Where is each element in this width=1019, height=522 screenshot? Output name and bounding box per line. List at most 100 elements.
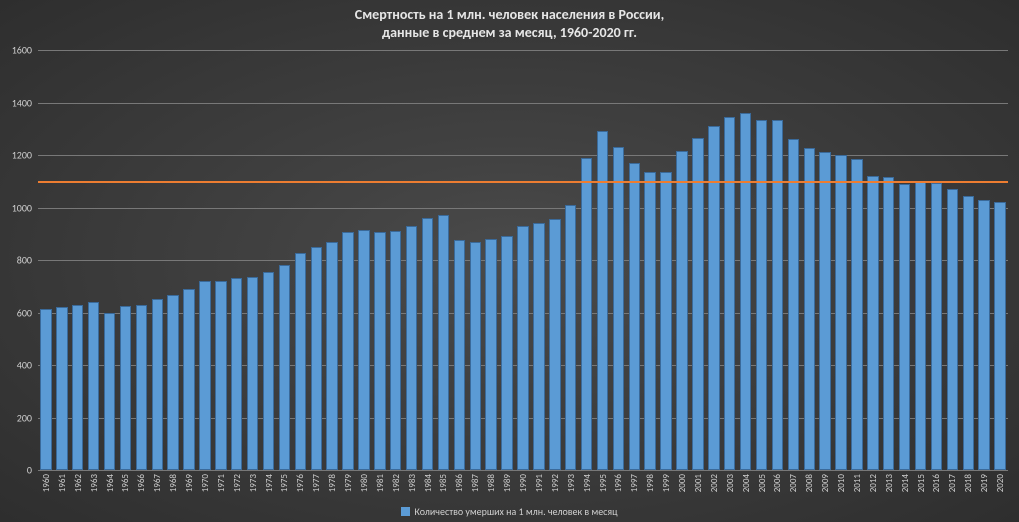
- x-tick-label: 2010: [836, 474, 847, 492]
- bar: [72, 305, 83, 470]
- x-tick-label: 1985: [438, 474, 449, 492]
- bar: [56, 307, 67, 470]
- x-tick-label: 2014: [900, 474, 911, 492]
- chart-legend: Количество умерших на 1 млн. человек в м…: [0, 505, 1019, 518]
- bar: [978, 200, 989, 470]
- x-tick-label: 1998: [645, 474, 656, 492]
- x-tick-label: 2012: [868, 474, 879, 492]
- bar: [517, 226, 528, 470]
- legend-swatch: [401, 507, 410, 516]
- bar: [311, 247, 322, 470]
- x-tick-label: 1994: [582, 474, 593, 492]
- x-tick-label: 1988: [486, 474, 497, 492]
- bar: [947, 189, 958, 470]
- y-tick-label: 200: [17, 411, 38, 424]
- gridline: [38, 103, 1008, 104]
- x-tick-label: 1975: [279, 474, 290, 492]
- chart-title-line2: данные в среднем за месяц, 1960-2020 гг.: [382, 24, 637, 41]
- bar: [167, 295, 178, 470]
- bar: [613, 147, 624, 470]
- x-tick-label: 1961: [57, 474, 68, 492]
- bar: [136, 305, 147, 470]
- x-tick-label: 1989: [502, 474, 513, 492]
- x-tick-label: 1972: [232, 474, 243, 492]
- bar: [994, 202, 1005, 470]
- reference-line: [38, 181, 1008, 183]
- x-tick-label: 1971: [216, 474, 227, 492]
- x-tick-label: 1996: [613, 474, 624, 492]
- bar: [629, 163, 640, 470]
- x-tick-label: 2005: [757, 474, 768, 492]
- x-tick-label: 1977: [311, 474, 322, 492]
- bar: [724, 117, 735, 470]
- y-tick-label: 1000: [12, 201, 38, 214]
- bar: [963, 196, 974, 470]
- bar: [835, 155, 846, 470]
- x-tick-label: 1999: [661, 474, 672, 492]
- y-tick-label: 1600: [12, 44, 38, 57]
- x-tick-label: 1986: [454, 474, 465, 492]
- bar: [104, 313, 115, 471]
- y-tick-label: 400: [17, 359, 38, 372]
- bar: [851, 159, 862, 470]
- mortality-bar-chart: Смертность на 1 млн. человек населения в…: [0, 0, 1019, 522]
- gridline: [38, 470, 1008, 471]
- x-tick-label: 2013: [884, 474, 895, 492]
- bar: [756, 120, 767, 470]
- x-tick-label: 2009: [820, 474, 831, 492]
- x-tick-label: 1976: [295, 474, 306, 492]
- chart-title: Смертность на 1 млн. человек населения в…: [0, 6, 1019, 41]
- x-tick-label: 1964: [105, 474, 116, 492]
- x-tick-label: 1995: [598, 474, 609, 492]
- x-tick-label: 1987: [470, 474, 481, 492]
- bar: [454, 240, 465, 470]
- bar: [231, 278, 242, 470]
- y-tick-label: 600: [17, 306, 38, 319]
- bar: [644, 172, 655, 470]
- chart-title-line1: Смертность на 1 млн. человек населения в…: [355, 6, 664, 23]
- x-tick-label: 1969: [184, 474, 195, 492]
- bar: [819, 152, 830, 470]
- bar: [358, 230, 369, 470]
- bar: [152, 299, 163, 470]
- x-tick-label: 1981: [375, 474, 386, 492]
- x-tick-label: 1965: [120, 474, 131, 492]
- x-tick-label: 1978: [327, 474, 338, 492]
- bar: [88, 302, 99, 470]
- bar: [533, 223, 544, 470]
- x-tick-label: 2008: [804, 474, 815, 492]
- bar: [549, 219, 560, 470]
- x-tick-label: 2016: [931, 474, 942, 492]
- bar: [390, 231, 401, 470]
- bar: [581, 158, 592, 470]
- x-tick-label: 1963: [89, 474, 100, 492]
- bar: [692, 138, 703, 470]
- bar: [406, 226, 417, 470]
- x-tick-label: 1997: [629, 474, 640, 492]
- x-tick-label: 2002: [709, 474, 720, 492]
- bar: [215, 281, 226, 470]
- x-tick-label: 1982: [391, 474, 402, 492]
- x-tick-label: 1979: [343, 474, 354, 492]
- bar: [867, 176, 878, 470]
- x-tick-label: 1967: [152, 474, 163, 492]
- bar: [772, 120, 783, 470]
- x-tick-label: 1991: [534, 474, 545, 492]
- gridline: [38, 155, 1008, 156]
- x-tick-label: 1966: [136, 474, 147, 492]
- plot-area: 0200400600800100012001400160019601961196…: [38, 50, 1008, 470]
- x-tick-label: 2001: [693, 474, 704, 492]
- bar: [804, 148, 815, 470]
- bar: [485, 239, 496, 470]
- x-tick-label: 2020: [995, 474, 1006, 492]
- bar: [40, 309, 51, 470]
- x-tick-label: 2015: [916, 474, 927, 492]
- x-tick-label: 2004: [741, 474, 752, 492]
- x-tick-label: 1968: [168, 474, 179, 492]
- x-tick-label: 1960: [41, 474, 52, 492]
- x-tick-label: 2000: [677, 474, 688, 492]
- bar: [295, 253, 306, 470]
- bar: [326, 242, 337, 470]
- y-tick-label: 1400: [12, 96, 38, 109]
- bar: [422, 218, 433, 470]
